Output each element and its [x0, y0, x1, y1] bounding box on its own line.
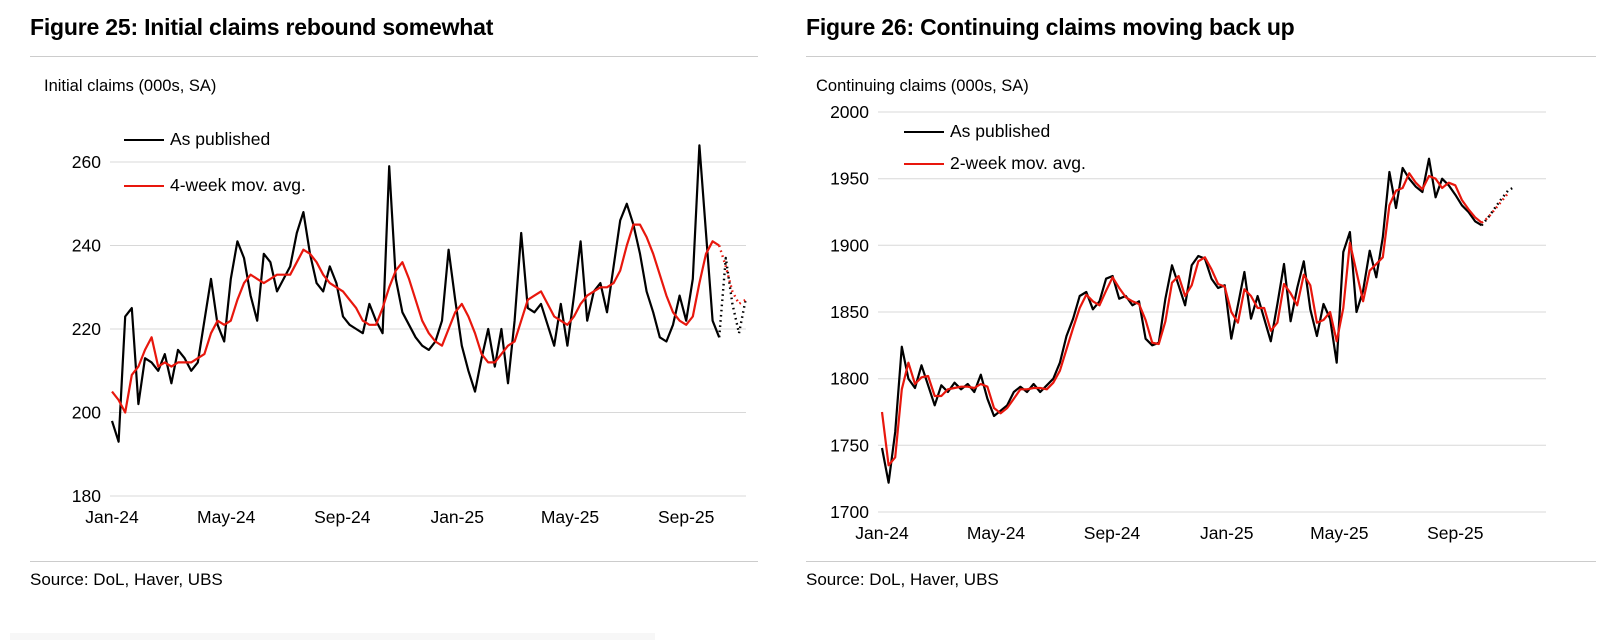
svg-text:Jan-24: Jan-24 [855, 523, 909, 543]
legend-label-as-published: As published [950, 121, 1051, 142]
source-note: Source: DoL, Haver, UBS [30, 570, 223, 590]
legend-item-moving-average: 4-week mov. avg. [124, 173, 306, 198]
figure-26-title: Figure 26: Continuing claims moving back… [806, 14, 1295, 40]
source-divider [30, 561, 758, 563]
svg-text:1950: 1950 [830, 169, 869, 189]
legend-item-as-published: As published [904, 119, 1086, 144]
svg-text:Jan-25: Jan-25 [1200, 523, 1254, 543]
source-note: Source: DoL, Haver, UBS [806, 570, 999, 590]
initial-claims-chart: 180 200 220 240 260 Jan-24 May-24 Sep-24 Jan-25 M… [72, 144, 747, 527]
legend-item-moving-average: 2-week mov. avg. [904, 151, 1086, 176]
title-divider [30, 56, 758, 58]
svg-text:1900: 1900 [830, 236, 869, 256]
svg-text:1700: 1700 [830, 502, 869, 522]
continuing-claims-axis-label: Continuing claims (000s, SA) [816, 77, 1029, 96]
svg-text:1800: 1800 [830, 369, 869, 389]
svg-text:260: 260 [72, 152, 101, 172]
svg-text:Sep-24: Sep-24 [314, 507, 371, 527]
svg-text:Jan-24: Jan-24 [85, 507, 139, 527]
red-line-sample [124, 184, 164, 188]
svg-text:2000: 2000 [830, 102, 869, 122]
initial-claims-axis-label: Initial claims (000s, SA) [44, 77, 217, 96]
panel-figure-25: Figure 25: Initial claims rebound somewh… [30, 14, 758, 590]
figure-25-title: Figure 25: Initial claims rebound somewh… [30, 14, 494, 40]
continuing-claims-chart: 1700 1750 1800 1850 1900 1950 2000 Jan-24 May-24… [830, 102, 1546, 543]
svg-text:May-25: May-25 [1310, 523, 1368, 543]
svg-text:May-24: May-24 [967, 523, 1026, 543]
black-line-sample [904, 130, 944, 134]
svg-text:May-24: May-24 [197, 507, 256, 527]
title-divider [806, 56, 1596, 58]
legend-label-as-published: As published [170, 129, 271, 150]
svg-text:180: 180 [72, 486, 101, 506]
chart-legend: As published 4-week mov. avg. [124, 127, 306, 198]
svg-text:May-25: May-25 [541, 507, 599, 527]
svg-text:1850: 1850 [830, 302, 869, 322]
source-divider [806, 561, 1596, 563]
partial-element-edge [10, 633, 655, 640]
chart-legend: As published 2-week mov. avg. [904, 119, 1086, 176]
panel-figure-26: Figure 26: Continuing claims moving back… [806, 14, 1596, 590]
black-line-sample [124, 138, 164, 142]
svg-text:Jan-25: Jan-25 [430, 507, 484, 527]
initial-claims-chart-area: 180 200 220 240 260 Jan-24 May-24 Sep-24 Jan-25 M… [30, 99, 758, 559]
svg-text:Sep-25: Sep-25 [1427, 523, 1483, 543]
legend-label-moving-average: 2-week mov. avg. [950, 153, 1086, 174]
red-line-sample [904, 162, 944, 166]
svg-text:220: 220 [72, 319, 101, 339]
legend-item-as-published: As published [124, 127, 306, 152]
legend-label-moving-average: 4-week mov. avg. [170, 175, 306, 196]
svg-text:Sep-24: Sep-24 [1084, 523, 1141, 543]
svg-text:Sep-25: Sep-25 [658, 507, 714, 527]
svg-text:200: 200 [72, 403, 101, 423]
svg-text:1750: 1750 [830, 436, 869, 456]
svg-text:240: 240 [72, 236, 101, 256]
continuing-claims-chart-area: 1700 1750 1800 1850 1900 1950 2000 Jan-24 May-24… [806, 99, 1596, 559]
